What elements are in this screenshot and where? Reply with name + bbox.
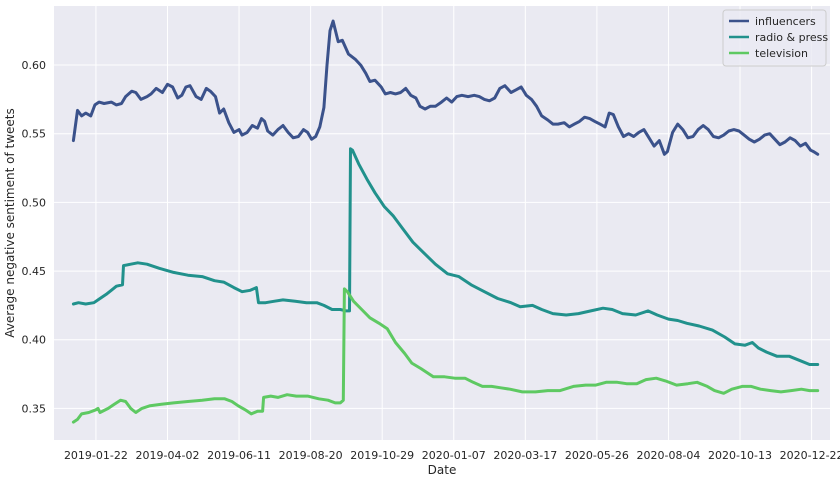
y-tick-label: 0.55 xyxy=(22,128,47,141)
legend-label: television xyxy=(755,47,808,60)
legend-label: radio & press xyxy=(755,31,828,44)
x-tick-label: 2020-03-17 xyxy=(493,449,557,462)
series-line-2 xyxy=(71,287,820,424)
y-tick-label: 0.35 xyxy=(22,402,47,415)
x-tick-label: 2019-08-20 xyxy=(279,449,343,462)
y-tick-label: 0.45 xyxy=(22,265,47,278)
plot-area xyxy=(54,6,830,440)
y-tick-label: 0.40 xyxy=(22,334,47,347)
series-lines xyxy=(71,19,820,424)
x-tick-label: 2019-01-22 xyxy=(64,449,128,462)
x-tick-label: 2020-05-26 xyxy=(565,449,629,462)
y-tick-label: 0.50 xyxy=(22,196,47,209)
x-axis-ticks: 2019-01-22 2019-04-02 2019-06-11 2019-08-20… xyxy=(64,449,840,462)
x-tick-label: 2020-01-07 xyxy=(422,449,486,462)
series-line-0 xyxy=(71,19,820,156)
x-tick-label: 2019-10-29 xyxy=(350,449,414,462)
x-tick-label: 2020-08-04 xyxy=(636,449,700,462)
legend: influencers radio & press television xyxy=(722,9,828,67)
x-axis-label: Date xyxy=(428,463,457,477)
y-tick-label: 0.60 xyxy=(22,59,47,72)
x-tick-label: 2019-04-02 xyxy=(136,449,200,462)
x-tick-label: 2019-06-11 xyxy=(207,449,271,462)
series-line-1 xyxy=(71,147,820,366)
y-axis-ticks: 0.35 0.40 0.45 0.50 0.55 0.60 xyxy=(22,59,47,415)
vertical-gridlines xyxy=(95,6,813,440)
x-tick-label: 2020-12-22 xyxy=(780,449,840,462)
y-axis-label: Average negative sentiment of tweets xyxy=(3,108,17,338)
x-tick-label: 2020-10-13 xyxy=(708,449,772,462)
legend-label: influencers xyxy=(755,15,816,28)
